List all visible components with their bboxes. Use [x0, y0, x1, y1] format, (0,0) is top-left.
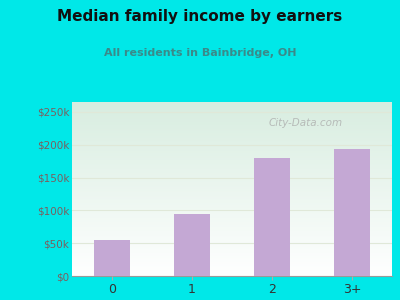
Text: City-Data.com: City-Data.com: [268, 118, 343, 128]
Bar: [94, 240, 130, 276]
Bar: [174, 214, 210, 276]
Bar: [334, 149, 370, 276]
Text: All residents in Bainbridge, OH: All residents in Bainbridge, OH: [104, 48, 296, 58]
Bar: [254, 158, 290, 276]
Text: Median family income by earners: Median family income by earners: [57, 9, 343, 24]
